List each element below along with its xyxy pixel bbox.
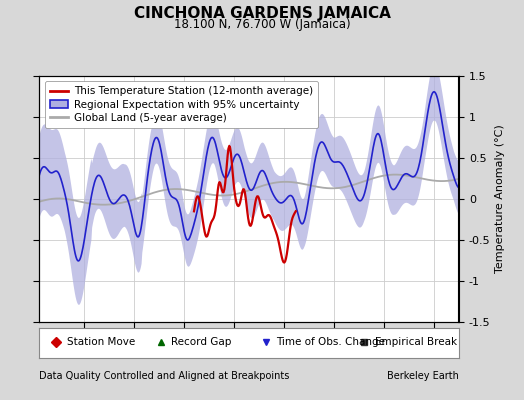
Y-axis label: Temperature Anomaly (°C): Temperature Anomaly (°C) <box>495 125 505 273</box>
Legend: This Temperature Station (12-month average), Regional Expectation with 95% uncer: This Temperature Station (12-month avera… <box>45 81 318 128</box>
Text: CINCHONA GARDENS JAMAICA: CINCHONA GARDENS JAMAICA <box>134 6 390 21</box>
Text: Station Move: Station Move <box>67 338 135 347</box>
Text: Time of Obs. Change: Time of Obs. Change <box>276 338 385 347</box>
Text: Data Quality Controlled and Aligned at Breakpoints: Data Quality Controlled and Aligned at B… <box>39 371 290 381</box>
Text: Empirical Break: Empirical Break <box>375 338 457 347</box>
Text: Berkeley Earth: Berkeley Earth <box>387 371 458 381</box>
Text: 18.100 N, 76.700 W (Jamaica): 18.100 N, 76.700 W (Jamaica) <box>173 18 351 31</box>
Text: Record Gap: Record Gap <box>171 338 232 347</box>
